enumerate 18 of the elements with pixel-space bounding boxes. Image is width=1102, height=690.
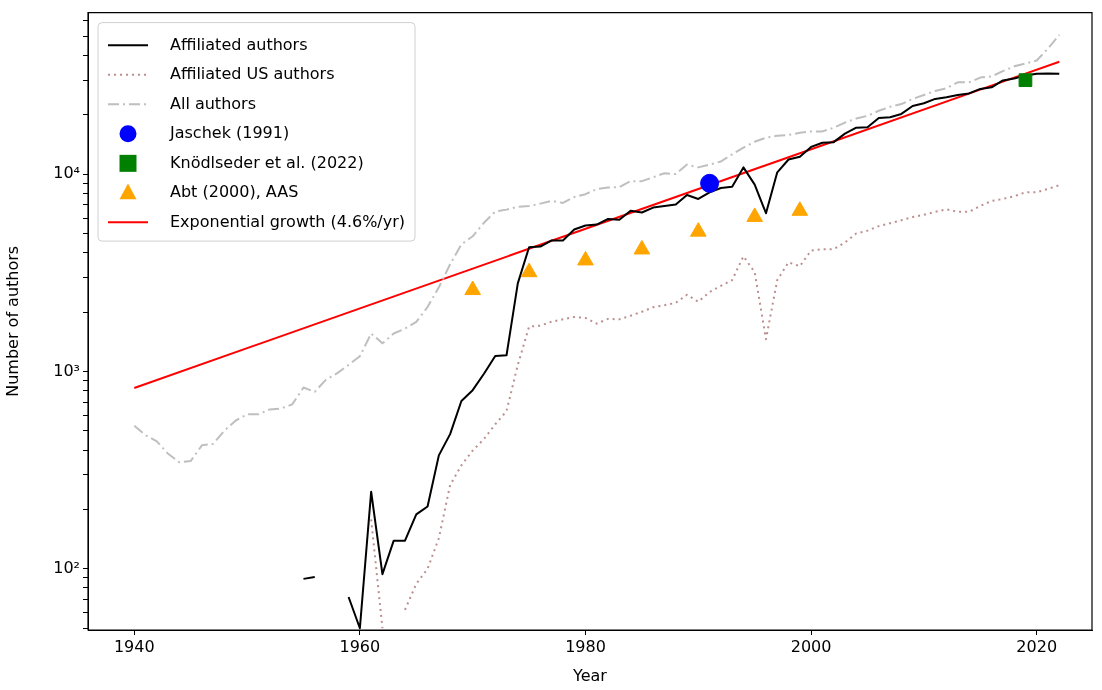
x-tick-label: 2000 <box>790 636 832 656</box>
x-tick-label: 1960 <box>339 636 381 656</box>
y-tick-label: 10³ <box>53 360 80 380</box>
line-series <box>133 33 1061 464</box>
y-axis-title: Number of authors <box>2 245 22 397</box>
y-tick-label: 10⁴ <box>53 163 80 183</box>
legend-label: All authors <box>170 93 256 113</box>
x-axis-title: Year <box>572 665 608 685</box>
legend-label: Knödlseder et al. (2022) <box>170 152 364 172</box>
x-tick-label: 1940 <box>113 636 155 656</box>
legend-label: Exponential growth (4.6%/yr) <box>170 211 406 231</box>
legend-label: Affiliated authors <box>170 34 308 54</box>
legend-label: Jaschek (1991) <box>169 123 290 143</box>
x-tick-label: 1980 <box>565 636 606 656</box>
y-tick-label: 10² <box>53 558 80 578</box>
legend-label: Abt (2000), AAS <box>170 182 299 202</box>
x-tick-label: 2020 <box>1016 636 1058 656</box>
legend-label: Affiliated US authors <box>170 64 335 84</box>
